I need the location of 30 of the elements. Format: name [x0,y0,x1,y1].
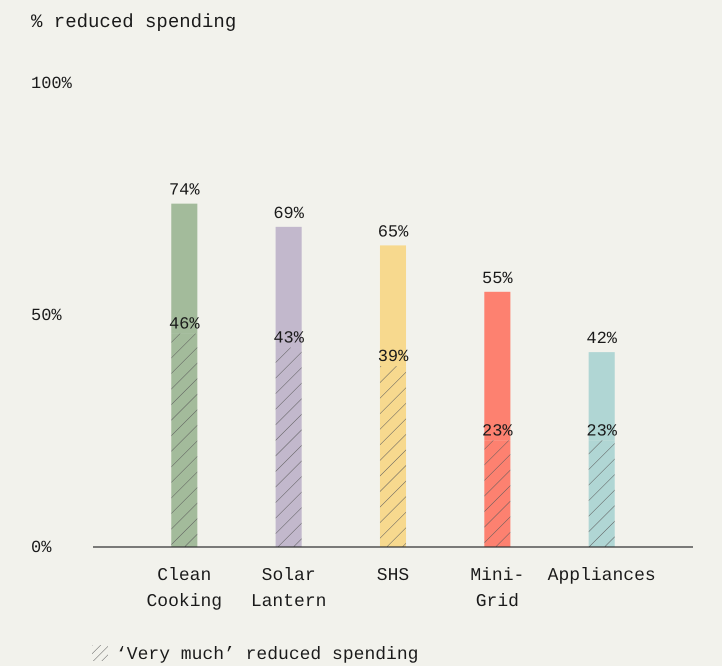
bar [380,366,406,547]
x-tick-label: Mini- Grid [470,566,524,612]
data-label: 23% [482,422,514,442]
x-tick-label: Appliances [548,566,656,586]
total-label: 69% [273,204,305,224]
total-label: 42% [586,330,618,350]
y-tick-label: 100% [31,75,73,94]
total-label: 74% [169,182,200,201]
data-label: 39% [378,348,410,368]
total-label: 55% [482,270,514,289]
bar [276,347,302,547]
bar [484,292,510,440]
bar [171,334,198,547]
x-tick-label: Clean Cooking [146,566,222,612]
text: ‘Very much’ reduced spending [116,645,418,665]
x-tick-label: Solar Lantern [250,566,326,612]
y-axis-title: % reduced spending [31,11,236,33]
bar [380,245,406,366]
bar [171,204,198,334]
y-tick-label: 50% [31,307,62,326]
data-label: 23% [586,422,618,442]
data-label: 46% [169,316,200,335]
bar [588,352,615,440]
bar [588,440,615,547]
bar [276,226,302,348]
total-label: 65% [378,223,410,242]
bar [484,440,510,547]
x-tick-label: SHS [376,566,410,586]
y-tick-label: 0% [31,539,52,558]
data-label: 43% [273,329,305,348]
